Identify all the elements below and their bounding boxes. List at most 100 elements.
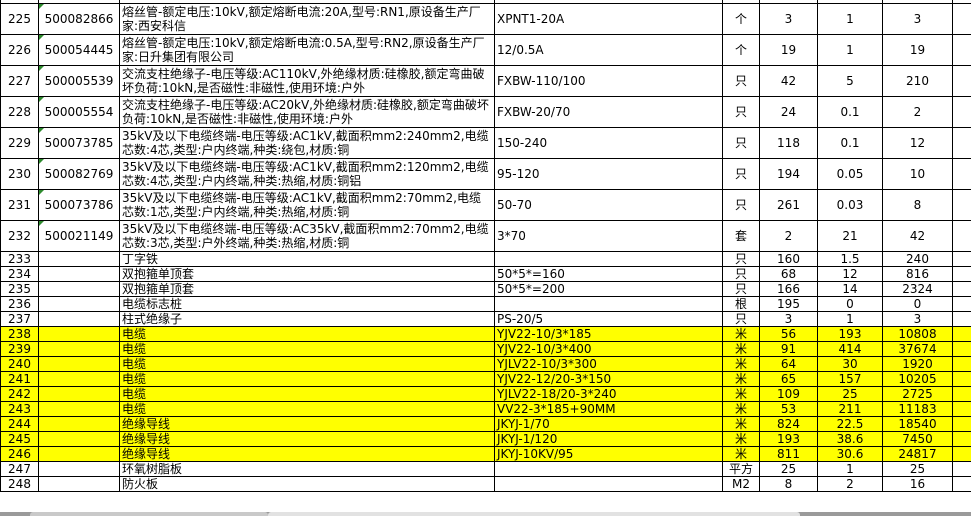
unit-cell[interactable]: 只: [722, 96, 760, 128]
description-cell[interactable]: 双抱箍单顶套: [119, 266, 495, 282]
material-code-cell[interactable]: 500073786: [38, 189, 120, 221]
spec-model-cell[interactable]: [494, 461, 723, 477]
quantity-cell[interactable]: 166: [759, 281, 818, 297]
spec-model-cell[interactable]: [494, 251, 723, 267]
unit-cell[interactable]: 米: [722, 401, 760, 417]
spec-model-cell[interactable]: YJV22-10/3*185: [494, 326, 723, 342]
description-cell[interactable]: 熔丝管-额定电压:10kV,额定熔断电流:20A,型号:RN1,原设备生产厂家:…: [119, 3, 495, 35]
quantity-cell[interactable]: 24: [759, 96, 818, 128]
price-cell[interactable]: 2: [817, 476, 883, 492]
row-number-cell[interactable]: 244: [0, 416, 39, 432]
price-cell[interactable]: 1: [817, 311, 883, 327]
row-number-cell[interactable]: 234: [0, 266, 39, 282]
unit-cell[interactable]: 只: [722, 189, 760, 221]
total-cell[interactable]: 18540: [882, 416, 953, 432]
spec-model-cell[interactable]: [494, 296, 723, 312]
material-code-cell[interactable]: [38, 311, 120, 327]
description-cell[interactable]: 绝缘导线: [119, 446, 495, 462]
material-code-cell[interactable]: [38, 326, 120, 342]
quantity-cell[interactable]: 193: [759, 431, 818, 447]
price-cell[interactable]: 1: [817, 3, 883, 35]
material-code-cell[interactable]: [38, 281, 120, 297]
description-cell[interactable]: 电缆: [119, 401, 495, 417]
row-number-cell[interactable]: 233: [0, 251, 39, 267]
spec-model-cell[interactable]: JKYJ-1/120: [494, 431, 723, 447]
total-cell[interactable]: 3: [882, 311, 953, 327]
total-cell[interactable]: 37674: [882, 341, 953, 357]
price-cell[interactable]: 211: [817, 401, 883, 417]
unit-cell[interactable]: 米: [722, 416, 760, 432]
material-code-cell[interactable]: 500005539: [38, 65, 120, 97]
unit-cell[interactable]: 只: [722, 281, 760, 297]
price-cell[interactable]: 0.05: [817, 158, 883, 190]
spec-model-cell[interactable]: [494, 476, 723, 492]
total-cell[interactable]: 1920: [882, 356, 953, 372]
spec-model-cell[interactable]: 95-120: [494, 158, 723, 190]
unit-cell[interactable]: 米: [722, 356, 760, 372]
total-cell[interactable]: 2324: [882, 281, 953, 297]
quantity-cell[interactable]: 109: [759, 386, 818, 402]
price-cell[interactable]: 0.03: [817, 189, 883, 221]
row-number-cell[interactable]: 230: [0, 158, 39, 190]
total-cell[interactable]: 10205: [882, 371, 953, 387]
price-cell[interactable]: 1.5: [817, 251, 883, 267]
description-cell[interactable]: 电缆: [119, 371, 495, 387]
material-code-cell[interactable]: [38, 401, 120, 417]
quantity-cell[interactable]: 3: [759, 311, 818, 327]
unit-cell[interactable]: 米: [722, 371, 760, 387]
description-cell[interactable]: 绝缘导线: [119, 431, 495, 447]
unit-cell[interactable]: 个: [722, 34, 760, 66]
total-cell[interactable]: 12: [882, 127, 953, 159]
price-cell[interactable]: 0.1: [817, 96, 883, 128]
total-cell[interactable]: 16: [882, 476, 953, 492]
price-cell[interactable]: 1: [817, 461, 883, 477]
spec-model-cell[interactable]: JKYJ-1/70: [494, 416, 723, 432]
quantity-cell[interactable]: 194: [759, 158, 818, 190]
quantity-cell[interactable]: 824: [759, 416, 818, 432]
price-cell[interactable]: 22.5: [817, 416, 883, 432]
description-cell[interactable]: 35kV及以下电缆终端-电压等级:AC1kV,截面积mm2:70mm2,电缆芯数…: [119, 189, 495, 221]
quantity-cell[interactable]: 19: [759, 34, 818, 66]
row-number-cell[interactable]: 248: [0, 476, 39, 492]
description-cell[interactable]: 电缆: [119, 341, 495, 357]
total-cell[interactable]: 2725: [882, 386, 953, 402]
spec-model-cell[interactable]: FXBW-20/70: [494, 96, 723, 128]
description-cell[interactable]: 电缆标志桩: [119, 296, 495, 312]
total-cell[interactable]: 210: [882, 65, 953, 97]
price-cell[interactable]: 30.6: [817, 446, 883, 462]
unit-cell[interactable]: 米: [722, 326, 760, 342]
total-cell[interactable]: 2: [882, 96, 953, 128]
description-cell[interactable]: 交流支柱绝缘子-电压等级:AC20kV,外绝缘材质:硅橡胶,额定弯曲破坏负荷:1…: [119, 96, 495, 128]
quantity-cell[interactable]: 195: [759, 296, 818, 312]
total-cell[interactable]: 11183: [882, 401, 953, 417]
quantity-cell[interactable]: 8: [759, 476, 818, 492]
unit-cell[interactable]: 只: [722, 158, 760, 190]
material-code-cell[interactable]: [38, 371, 120, 387]
spec-model-cell[interactable]: 50*5*=160: [494, 266, 723, 282]
row-number-cell[interactable]: 228: [0, 96, 39, 128]
row-number-cell[interactable]: 241: [0, 371, 39, 387]
spec-model-cell[interactable]: 12/0.5A: [494, 34, 723, 66]
material-code-cell[interactable]: [38, 386, 120, 402]
total-cell[interactable]: 240: [882, 251, 953, 267]
price-cell[interactable]: 0: [817, 296, 883, 312]
price-cell[interactable]: 38.6: [817, 431, 883, 447]
price-cell[interactable]: 414: [817, 341, 883, 357]
material-code-cell[interactable]: [38, 416, 120, 432]
row-number-cell[interactable]: 226: [0, 34, 39, 66]
total-cell[interactable]: 816: [882, 266, 953, 282]
total-cell[interactable]: 0: [882, 296, 953, 312]
total-cell[interactable]: 19: [882, 34, 953, 66]
quantity-cell[interactable]: 160: [759, 251, 818, 267]
row-number-cell[interactable]: 239: [0, 341, 39, 357]
row-number-cell[interactable]: 247: [0, 461, 39, 477]
unit-cell[interactable]: 米: [722, 446, 760, 462]
description-cell[interactable]: 双抱箍单顶套: [119, 281, 495, 297]
unit-cell[interactable]: 平方: [722, 461, 760, 477]
material-code-cell[interactable]: [38, 341, 120, 357]
description-cell[interactable]: 35kV及以下电缆终端-电压等级:AC35kV,截面积mm2:70mm2,电缆芯…: [119, 220, 495, 252]
row-number-cell[interactable]: 231: [0, 189, 39, 221]
unit-cell[interactable]: 只: [722, 65, 760, 97]
total-cell[interactable]: 3: [882, 3, 953, 35]
spec-model-cell[interactable]: XPNT1-20A: [494, 3, 723, 35]
